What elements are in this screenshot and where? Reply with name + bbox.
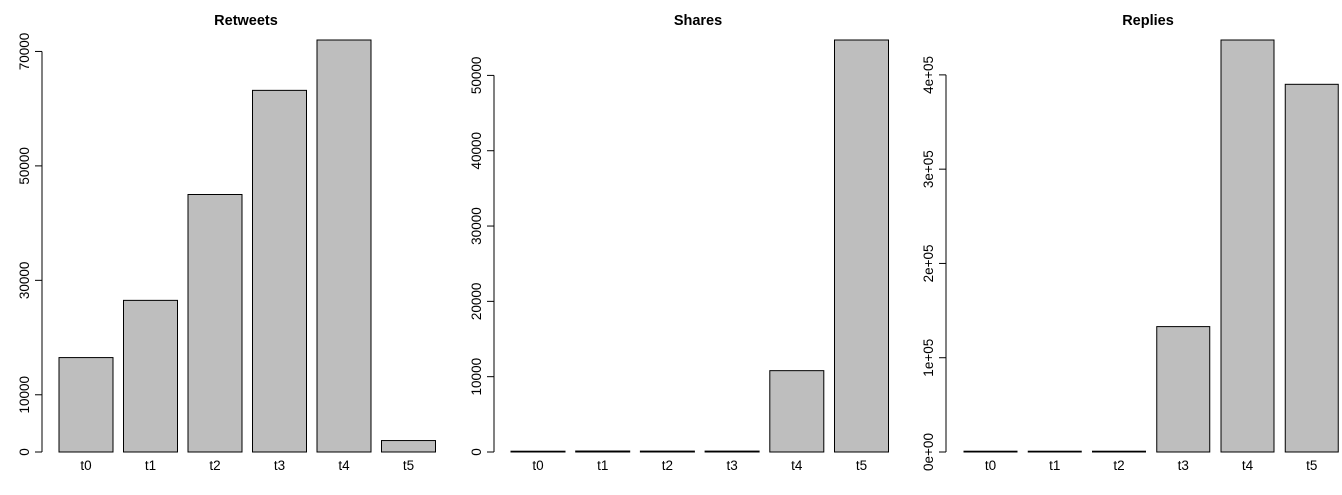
retweets-y-tick-label: 10000 (17, 376, 32, 414)
shares-x-tick-t2: t2 (662, 458, 673, 473)
shares-x-tick-t5: t5 (856, 458, 867, 473)
shares-y-tick-label: 30000 (469, 207, 484, 245)
shares-y-tick-label: 0 (469, 448, 484, 456)
replies-bar-t0 (963, 450, 1018, 453)
replies-bar-t3 (1156, 326, 1211, 453)
shares-y-tick-label: 20000 (469, 283, 484, 321)
replies-y-tick-label: 2e+05 (921, 244, 936, 282)
shares-bar-t2 (639, 450, 695, 453)
replies-y-tick-label: 3e+05 (921, 150, 936, 188)
shares-panel: Shares t0 t1 t2 t3 t4 t5 0 10000 20000 30000 40000… (469, 13, 889, 473)
retweets-bar-t1 (123, 299, 178, 453)
shares-bar-t0 (510, 450, 566, 453)
shares-y-tick-label: 50000 (469, 57, 484, 95)
shares-y-tick-label: 10000 (469, 358, 484, 396)
shares-bar-t3 (704, 450, 760, 453)
retweets-x-tick-t3: t3 (274, 458, 285, 473)
shares-bar-t5 (834, 39, 889, 453)
replies-y-tick-label: 1e+05 (921, 339, 936, 377)
replies-x-tick-t3: t3 (1178, 458, 1189, 473)
replies-x-tick-t2: t2 (1113, 458, 1124, 473)
retweets-bar-t2 (187, 194, 243, 453)
replies-panel: Replies t0 t1 t2 t3 t4 t5 0e+00 1e+05 2e+05 3e+05… (921, 13, 1339, 473)
retweets-bar-t3 (252, 89, 307, 453)
shares-bar-t4 (769, 370, 825, 453)
replies-x-tick-t5: t5 (1306, 458, 1317, 473)
retweets-bar-t4 (316, 39, 372, 453)
retweets-bar-t5 (381, 440, 436, 453)
retweets-x-tick-t0: t0 (80, 458, 91, 473)
replies-y-tick-label: 4e+05 (921, 56, 936, 94)
replies-bar-t4 (1220, 39, 1275, 453)
replies-bar-t2 (1092, 450, 1146, 453)
shares-y-tick-label: 40000 (469, 132, 484, 170)
retweets-bar-t0 (58, 357, 114, 453)
retweets-y-tick-label: 30000 (17, 262, 32, 300)
replies-x-tick-t0: t0 (985, 458, 996, 473)
retweets-y-tick-label: 50000 (17, 147, 32, 185)
replies-x-tick-t1: t1 (1049, 458, 1060, 473)
retweets-title: Retweets (214, 13, 278, 29)
retweets-x-tick-t4: t4 (338, 458, 350, 473)
shares-bar-t1 (575, 450, 631, 453)
replies-x-tick-t4: t4 (1242, 458, 1254, 473)
replies-title: Replies (1122, 13, 1174, 29)
retweets-y-tick-label: 0 (17, 448, 32, 456)
replies-y-tick-label: 0e+00 (921, 433, 936, 471)
retweets-x-tick-t5: t5 (403, 458, 414, 473)
shares-title: Shares (674, 13, 722, 29)
retweets-panel: Retweets t0 t1 t2 t3 t4 t5 0 10000 30000 50000 700… (17, 13, 436, 473)
retweets-y-tick-label: 70000 (17, 33, 32, 71)
replies-bar-t5 (1284, 83, 1339, 453)
replies-bar-t1 (1027, 450, 1082, 453)
shares-x-tick-t1: t1 (597, 458, 608, 473)
shares-x-tick-t0: t0 (532, 458, 543, 473)
retweets-x-tick-t1: t1 (145, 458, 156, 473)
shares-x-tick-t4: t4 (791, 458, 803, 473)
retweets-x-tick-t2: t2 (209, 458, 220, 473)
shares-x-tick-t3: t3 (726, 458, 737, 473)
